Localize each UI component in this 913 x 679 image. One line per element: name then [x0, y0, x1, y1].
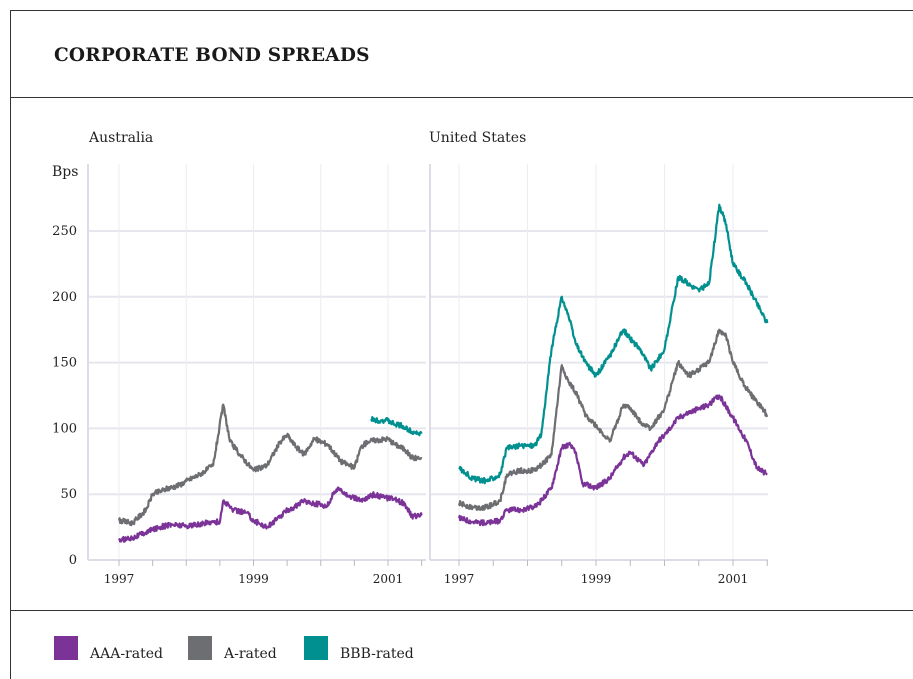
- y-tick-label: 0: [69, 553, 77, 568]
- y-tick-label: 200: [52, 290, 77, 305]
- legend-label-bbb: BBB-rated: [340, 646, 414, 662]
- series-line-bbb-rated: [458, 203, 769, 485]
- panel-label-united-states: United States: [429, 130, 527, 146]
- chart-frame: [10, 10, 913, 679]
- x-tick-label: 2001: [718, 572, 749, 586]
- y-tick-label: 250: [52, 224, 77, 239]
- x-tick-label: 1997: [104, 572, 135, 586]
- legend-label-aaa: AAA-rated: [90, 646, 163, 662]
- chart-title: CORPORATE BOND SPREADS: [54, 45, 370, 66]
- series-line-a-rated: [117, 403, 423, 527]
- panel-label-australia: Australia: [89, 130, 154, 146]
- x-tick-label: 1997: [444, 572, 475, 586]
- y-tick-label: 50: [60, 487, 77, 502]
- legend-swatch-aaa: [54, 636, 78, 660]
- series-line-bbb-rated: [370, 416, 423, 437]
- x-tick-label: 1999: [238, 572, 269, 586]
- series-line-a-rated: [457, 328, 769, 511]
- y-tick-label: 150: [52, 356, 77, 371]
- x-tick-label: 2001: [373, 572, 404, 586]
- legend-swatch-bbb: [304, 636, 328, 660]
- series-line-aaa-rated: [118, 486, 423, 543]
- legend-swatch-a: [188, 636, 212, 660]
- legend-divider: [10, 610, 913, 611]
- series-line-aaa-rated: [457, 394, 768, 527]
- legend-label-a: A-rated: [224, 646, 277, 662]
- y-axis-label: Bps: [52, 164, 78, 180]
- y-tick-label: 100: [52, 421, 77, 436]
- x-tick-label: 1999: [581, 572, 612, 586]
- header-divider: [10, 97, 913, 98]
